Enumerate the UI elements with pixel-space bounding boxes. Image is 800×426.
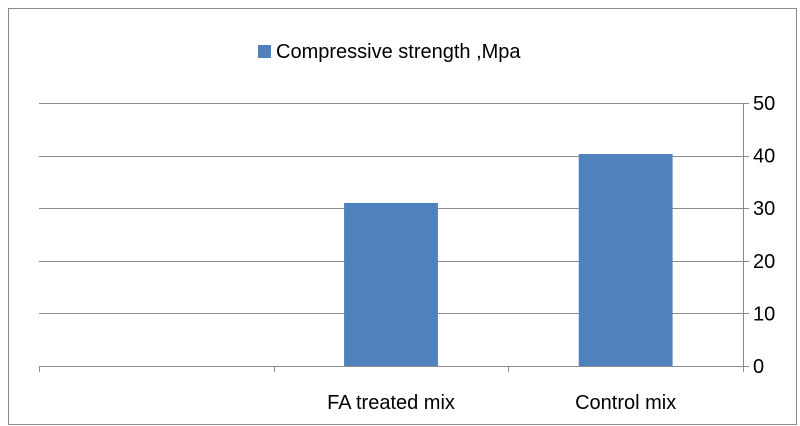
x-tick-label: FA treated mix	[327, 392, 455, 414]
legend: Compressive strength ,Mpa	[258, 41, 521, 63]
y-tick-label: 50	[753, 93, 775, 115]
x-tick-label: Control mix	[575, 392, 676, 414]
y-tick-label: 40	[753, 146, 775, 168]
axes	[39, 103, 749, 372]
y-tick-label: 0	[753, 356, 764, 378]
legend-label: Compressive strength ,Mpa	[276, 41, 521, 63]
legend-swatch	[258, 45, 271, 58]
bars	[344, 154, 673, 366]
y-tick-labels: 0 10 20 30 40 50	[753, 93, 775, 378]
y-tick-label: 20	[753, 251, 775, 273]
x-tick-labels: FA treated mix Control mix	[327, 392, 676, 414]
y-tick-label: 10	[753, 303, 775, 325]
y-tick-label: 30	[753, 198, 775, 220]
bar	[344, 202, 438, 366]
bar	[578, 154, 673, 366]
